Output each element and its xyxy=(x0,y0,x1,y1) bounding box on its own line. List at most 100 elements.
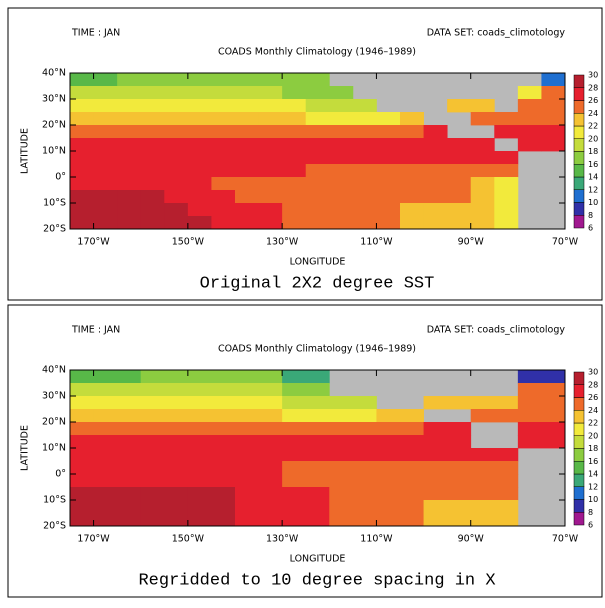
cell xyxy=(70,138,94,152)
cell xyxy=(258,190,283,204)
cell xyxy=(187,513,236,527)
cell xyxy=(329,513,377,527)
cell xyxy=(282,73,307,87)
cell xyxy=(423,461,472,475)
cell xyxy=(164,203,189,217)
cell xyxy=(329,461,377,475)
colorbar-swatch xyxy=(573,473,585,487)
cell xyxy=(329,203,354,217)
cell xyxy=(117,151,142,165)
cell xyxy=(258,216,283,230)
cell xyxy=(93,461,142,475)
cell xyxy=(235,435,283,449)
cell xyxy=(93,125,118,139)
cell xyxy=(282,177,307,191)
cell xyxy=(470,448,519,462)
cell xyxy=(235,500,283,514)
cell xyxy=(282,138,307,152)
cell xyxy=(140,448,189,462)
y-tick-label: 0° xyxy=(55,172,66,183)
cell xyxy=(329,448,377,462)
cell xyxy=(447,164,472,178)
colorbar-label: 12 xyxy=(588,482,598,491)
cell xyxy=(93,370,142,384)
cell xyxy=(117,86,142,100)
cell xyxy=(423,487,472,501)
cell xyxy=(329,500,377,514)
cell xyxy=(140,383,189,397)
cell xyxy=(187,73,212,87)
cell xyxy=(423,151,448,165)
cell xyxy=(70,500,94,514)
x-tick-label: 90°W xyxy=(458,237,485,248)
cell xyxy=(400,177,424,191)
colorbar-label: 14 xyxy=(588,470,598,479)
cell xyxy=(517,422,566,436)
cell xyxy=(211,151,236,165)
cell xyxy=(376,138,401,152)
y-axis-label: LATITUDE xyxy=(20,425,31,471)
cell xyxy=(164,164,189,178)
cell xyxy=(235,487,283,501)
cell xyxy=(235,396,283,410)
x-tick-label: 150°W xyxy=(172,237,205,248)
cell xyxy=(140,125,165,139)
cell xyxy=(70,383,94,397)
cell xyxy=(423,216,448,230)
cell xyxy=(352,112,377,126)
cell xyxy=(93,112,118,126)
cell xyxy=(329,138,354,152)
cell xyxy=(140,435,189,449)
colorbar-swatch xyxy=(573,100,585,114)
colorbar-label: 20 xyxy=(588,431,598,440)
cell xyxy=(517,125,542,139)
colorbar-label: 28 xyxy=(588,83,598,92)
cell xyxy=(376,461,424,475)
chart-title: COADS Monthly Climatology (1946–1989) xyxy=(218,344,416,355)
cell xyxy=(187,487,236,501)
colorbar-label: 6 xyxy=(588,521,593,530)
colorbar-swatch xyxy=(573,176,585,190)
cell xyxy=(376,112,401,126)
subtitle-left: TIME : JAN xyxy=(71,28,120,39)
cell xyxy=(329,190,354,204)
colorbar-label: 30 xyxy=(588,71,598,80)
cell xyxy=(211,164,236,178)
cell xyxy=(494,190,519,204)
cell xyxy=(211,125,236,139)
cell xyxy=(352,216,377,230)
cell xyxy=(305,86,330,100)
cell xyxy=(235,216,259,230)
cell xyxy=(235,370,283,384)
cell xyxy=(329,409,377,423)
cell xyxy=(235,73,259,87)
cell xyxy=(140,138,165,152)
y-tick-label: 20°N xyxy=(42,417,66,428)
colorbar-label: 16 xyxy=(588,457,598,466)
colorbar-swatch xyxy=(573,397,585,411)
x-tick-label: 150°W xyxy=(172,534,205,545)
cell xyxy=(70,86,94,100)
colorbar-swatch xyxy=(573,435,585,449)
cell xyxy=(282,190,307,204)
colorbar-label: 18 xyxy=(588,147,598,156)
cell xyxy=(517,138,542,152)
cell xyxy=(376,448,424,462)
cell xyxy=(164,151,189,165)
cell xyxy=(70,409,94,423)
cell xyxy=(93,422,142,436)
cell xyxy=(376,513,424,527)
cell xyxy=(117,99,142,113)
cell xyxy=(470,177,495,191)
cell xyxy=(470,396,519,410)
cell xyxy=(376,151,401,165)
cell xyxy=(93,138,118,152)
colorbar-swatch xyxy=(573,138,585,152)
x-tick-label: 70°W xyxy=(552,534,579,545)
cell xyxy=(282,487,330,501)
cell xyxy=(282,125,307,139)
cell xyxy=(352,99,377,113)
cell xyxy=(541,125,566,139)
cell xyxy=(70,203,94,217)
colorbar-swatch xyxy=(573,461,585,475)
